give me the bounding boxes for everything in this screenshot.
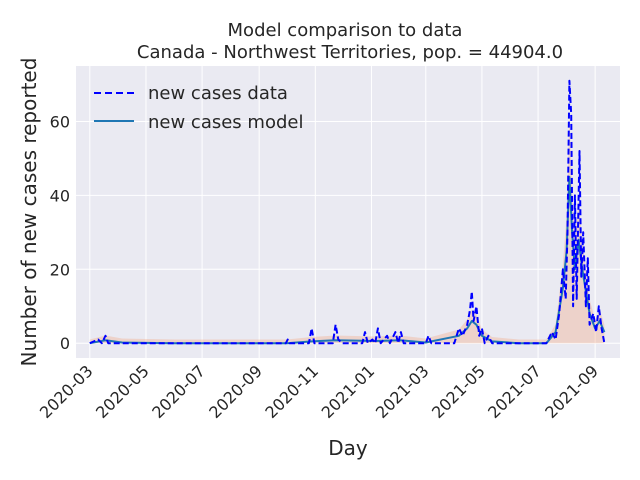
y-tick-label: 40 (50, 186, 70, 205)
y-tick-label: 60 (50, 112, 70, 131)
chart-subtitle: Canada - Northwest Territories, pop. = 4… (137, 42, 563, 63)
legend: new cases data new cases model (94, 83, 303, 133)
y-tick-label: 0 (60, 334, 70, 353)
chart-marks (89, 79, 606, 345)
x-axis-label: Day (328, 436, 368, 460)
y-tick-label: 20 (50, 260, 70, 279)
series-line-new-cases-data (89, 79, 606, 345)
legend-label-model: new cases model (148, 112, 303, 133)
chart-title: Model comparison to data (228, 20, 463, 41)
legend-label-data: new cases data (148, 83, 288, 104)
plot-area (76, 66, 620, 358)
grid-lines (76, 66, 620, 358)
y-axis-label: Number of new cases reported (17, 58, 41, 367)
